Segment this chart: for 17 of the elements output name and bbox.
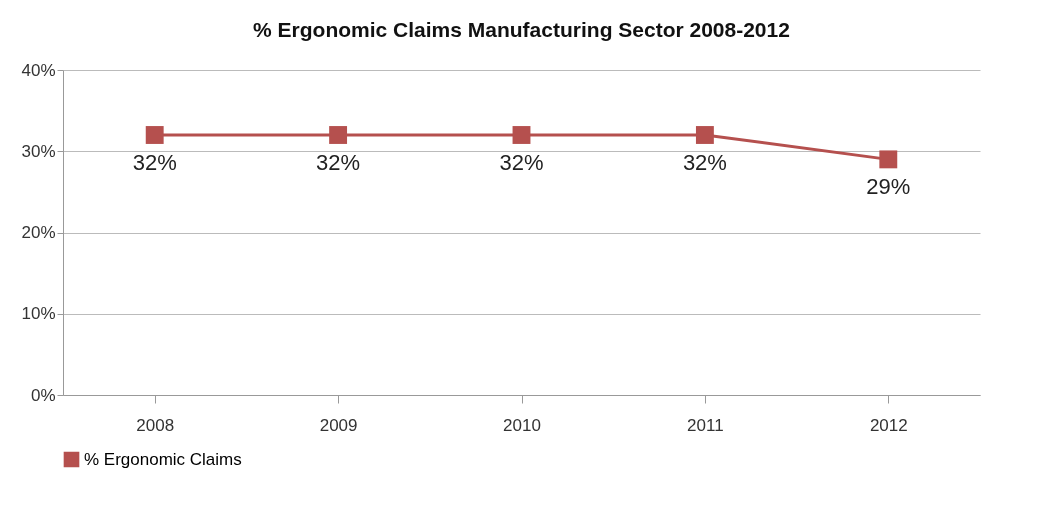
text: 32% — [499, 150, 544, 175]
text: 29% — [866, 174, 911, 200]
x-tick-label: 2012 — [869, 415, 908, 435]
y-tick-label: 0% — [30, 385, 56, 405]
y-tick-label: 40% — [21, 60, 56, 80]
legend-label: % Ergonomic Claims — [84, 449, 242, 469]
x-tick-label: 2008 — [136, 415, 175, 435]
x-tick-label: 2009 — [319, 415, 358, 435]
y-tick-label: 10% — [21, 304, 56, 324]
text: 32% — [682, 150, 727, 175]
y-tick-label: 30% — [21, 141, 56, 161]
x-tick-label: 2011 — [687, 415, 724, 435]
text: 32% — [316, 150, 361, 175]
chart-title: % Ergonomic Claims Manufacturing Sector 2008-2012 — [253, 18, 790, 41]
x-tick-label: 2010 — [503, 415, 541, 435]
text: 32% — [132, 150, 177, 175]
y-tick-label: 20% — [21, 223, 56, 242]
